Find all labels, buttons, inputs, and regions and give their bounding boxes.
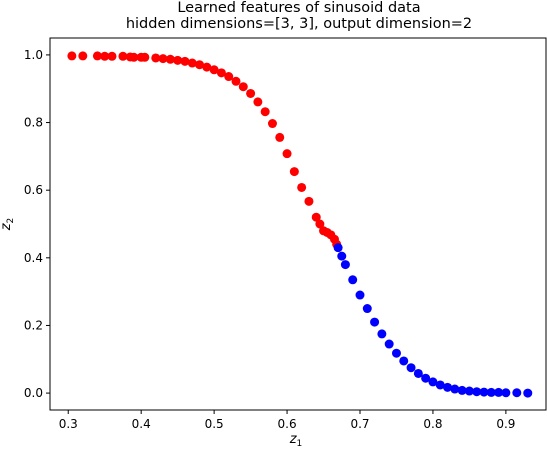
data-points	[67, 51, 533, 398]
x-axis-label-base: z	[289, 432, 298, 447]
y-tick-label-2: 0.4	[24, 251, 43, 265]
data-point-s1-13	[421, 373, 431, 383]
data-point-s0-27	[275, 132, 285, 142]
data-point-s1-0	[333, 243, 343, 253]
data-point-s0-12	[165, 54, 175, 64]
data-point-s0-2	[92, 51, 102, 61]
data-point-s1-7	[377, 329, 387, 339]
x-tick-label-0: 0.3	[59, 417, 78, 431]
data-point-s1-3	[348, 275, 358, 285]
data-point-s0-11	[158, 54, 168, 64]
plot-frame	[49, 37, 547, 411]
data-point-s1-11	[406, 363, 416, 373]
data-point-s1-23	[494, 387, 504, 397]
data-point-s1-4	[355, 290, 365, 300]
data-point-s1-18	[457, 385, 467, 395]
data-point-s0-17	[202, 62, 212, 72]
data-point-s1-24	[501, 388, 511, 398]
x-tick-label-2: 0.5	[205, 417, 224, 431]
data-point-s0-4	[107, 51, 117, 61]
data-point-s1-2	[340, 260, 350, 270]
data-point-s0-32	[311, 212, 321, 222]
y-axis-label-subscript: 2	[6, 218, 16, 224]
data-point-s1-12	[413, 368, 423, 378]
data-point-s0-19	[216, 68, 226, 78]
x-tick-label-5: 0.8	[423, 417, 442, 431]
data-point-s0-13	[173, 55, 183, 65]
data-point-s1-19	[464, 386, 474, 396]
y-axis: 0.0 0.2 0.4 0.6 0.8 1.0	[24, 48, 50, 400]
data-point-s1-8	[384, 339, 394, 349]
data-point-s1-6	[370, 317, 380, 327]
data-point-s0-0	[67, 51, 77, 61]
data-point-s1-16	[443, 382, 453, 392]
data-point-s0-14	[180, 56, 190, 66]
data-point-s1-15	[435, 380, 445, 390]
data-point-s0-33	[315, 219, 325, 229]
data-point-s0-21	[231, 76, 241, 86]
data-point-s0-20	[224, 72, 234, 82]
data-point-s1-9	[391, 348, 401, 358]
chart-title: Learned features of sinusoid data	[177, 0, 420, 16]
data-point-s0-3	[100, 51, 110, 61]
y-tick-label-0: 0.0	[24, 386, 43, 400]
data-point-s1-1	[337, 251, 347, 261]
data-point-s0-31	[304, 196, 314, 206]
data-point-s0-25	[260, 107, 270, 117]
data-point-s0-9	[140, 52, 150, 62]
x-axis: 0.3 0.4 0.5 0.6 0.7 0.8 0.9	[59, 410, 515, 431]
data-point-s0-10	[151, 53, 161, 63]
data-point-s1-26	[523, 388, 533, 398]
y-tick-label-5: 1.0	[24, 48, 43, 62]
data-point-s1-14	[428, 377, 438, 387]
x-axis-label: z1	[289, 432, 303, 449]
chart-subtitle: hidden dimensions=[3, 3], output dimensi…	[126, 16, 472, 32]
data-point-s0-22	[238, 82, 248, 92]
data-point-s0-30	[297, 182, 307, 192]
x-tick-label-3: 0.6	[278, 417, 297, 431]
data-point-s0-15	[187, 58, 197, 68]
data-point-s0-18	[209, 65, 219, 75]
data-point-s0-1	[78, 51, 88, 61]
y-tick-label-3: 0.6	[24, 183, 43, 197]
x-tick-label-6: 0.9	[496, 417, 515, 431]
data-point-s0-7	[129, 52, 139, 62]
y-tick-label-1: 0.2	[24, 318, 43, 332]
data-point-s1-20	[472, 387, 482, 397]
data-point-s0-24	[253, 97, 263, 107]
y-axis-label: z2	[0, 218, 16, 232]
data-point-s0-5	[118, 51, 128, 61]
data-point-s1-17	[450, 384, 460, 394]
data-point-s0-26	[267, 119, 277, 129]
data-point-s0-23	[246, 88, 256, 98]
x-tick-label-4: 0.7	[350, 417, 369, 431]
data-point-s1-22	[486, 387, 496, 397]
data-point-s1-25	[512, 388, 522, 398]
data-point-s1-21	[479, 387, 489, 397]
data-point-s1-5	[362, 304, 372, 314]
x-tick-label-1: 0.4	[132, 417, 151, 431]
y-tick-label-4: 0.8	[24, 116, 43, 130]
data-point-s1-10	[399, 356, 409, 366]
data-point-s0-16	[195, 60, 205, 70]
y-axis-label-base: z	[0, 222, 14, 231]
data-point-s0-29	[289, 167, 299, 177]
data-point-s0-28	[282, 149, 292, 159]
x-axis-label-subscript: 1	[297, 439, 303, 449]
